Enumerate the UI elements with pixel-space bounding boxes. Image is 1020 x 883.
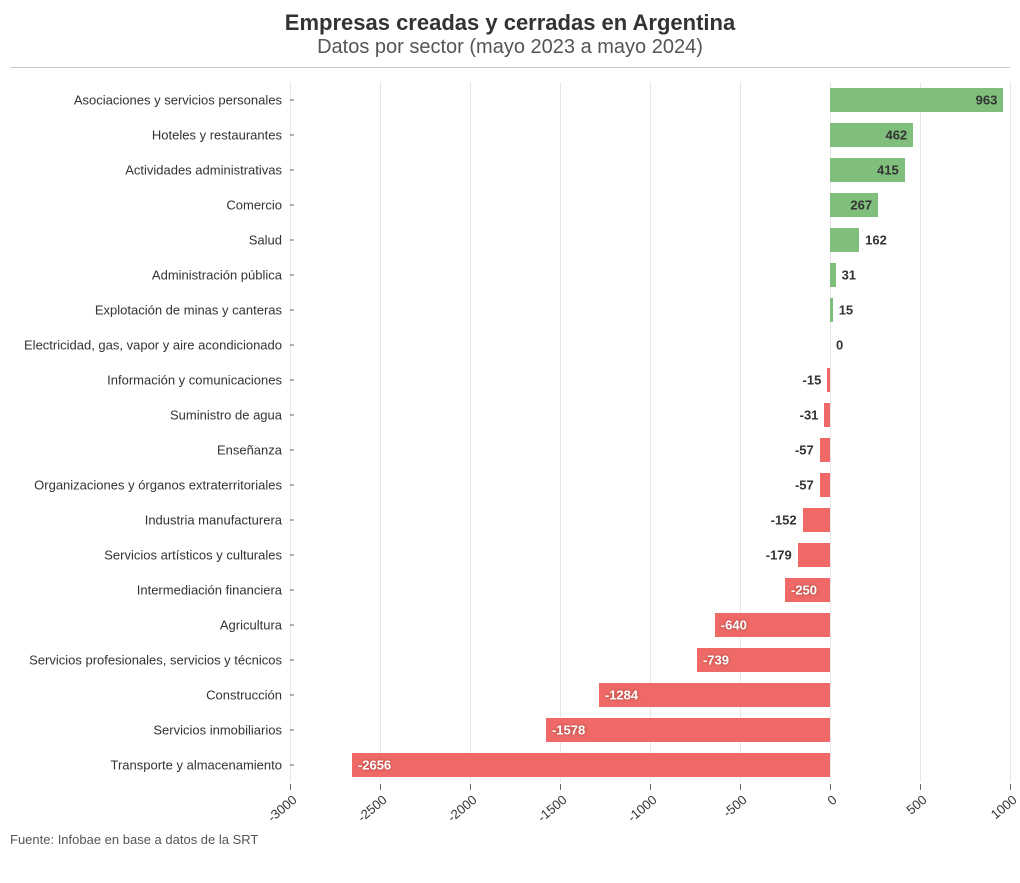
data-row: Transporte y almacenamiento -2656 [10, 747, 1010, 782]
category-label: Agricultura [10, 617, 290, 632]
x-tick-label: 1000 [988, 792, 1020, 822]
value-label: 462 [885, 127, 913, 142]
value-label: -57 [795, 477, 814, 492]
data-row: Enseñanza -57 [10, 432, 1010, 467]
category-label: Intermediación financiera [10, 582, 290, 597]
bar [827, 368, 830, 392]
data-row: Construcción -1284 [10, 677, 1010, 712]
data-row: Agricultura -640 [10, 607, 1010, 642]
value-label: -739 [703, 652, 729, 667]
data-row: Asociaciones y servicios personales 963 [10, 82, 1010, 117]
x-axis: -3000-2500-2000-1500-1000-50005001000 [10, 788, 1010, 828]
category-label: Comercio [10, 197, 290, 212]
value-label: -1578 [552, 722, 585, 737]
category-label: Servicios profesionales, servicios y téc… [10, 652, 290, 667]
category-label: Construcción [10, 687, 290, 702]
bar [803, 508, 830, 532]
chart-subtitle: Datos por sector (mayo 2023 a mayo 2024) [10, 36, 1010, 59]
x-tick-label: 0 [824, 792, 839, 808]
category-label: Actividades administrativas [10, 162, 290, 177]
data-row: Industria manufacturera -152 [10, 502, 1010, 537]
value-label: -2656 [358, 757, 391, 772]
category-label: Información y comunicaciones [10, 372, 290, 387]
x-tick-label: -1500 [535, 792, 570, 825]
bar [352, 753, 830, 777]
value-label: 415 [877, 162, 905, 177]
category-label: Administración pública [10, 267, 290, 282]
category-label: Asociaciones y servicios personales [10, 92, 290, 107]
x-tick-label: -2500 [355, 792, 390, 825]
data-row: Organizaciones y órganos extraterritoria… [10, 467, 1010, 502]
value-label: -57 [795, 442, 814, 457]
data-row: Servicios profesionales, servicios y téc… [10, 642, 1010, 677]
bar [546, 718, 830, 742]
bar [824, 403, 830, 427]
value-label: -179 [766, 547, 792, 562]
data-row: Servicios inmobiliarios -1578 [10, 712, 1010, 747]
x-tick-label: -500 [720, 792, 750, 820]
data-row: Explotación de minas y canteras 15 [10, 292, 1010, 327]
category-label: Electricidad, gas, vapor y aire acondici… [10, 337, 290, 352]
chart-title: Empresas creadas y cerradas en Argentina [10, 10, 1010, 36]
data-row: Intermediación financiera -250 [10, 572, 1010, 607]
value-label: 162 [865, 232, 887, 247]
value-label: -152 [771, 512, 797, 527]
source-text: Fuente: Infobae en base a datos de la SR… [10, 832, 1010, 847]
data-row: Servicios artísticos y culturales -179 [10, 537, 1010, 572]
data-row: Electricidad, gas, vapor y aire acondici… [10, 327, 1010, 362]
data-row: Administración pública 31 [10, 257, 1010, 292]
value-label: -640 [721, 617, 747, 632]
bar [798, 543, 830, 567]
data-row: Información y comunicaciones -15 [10, 362, 1010, 397]
x-tick-label: 500 [903, 792, 929, 817]
value-label: -15 [803, 372, 822, 387]
rows-container: Asociaciones y servicios personales 963 Ho… [10, 82, 1010, 782]
value-label: 0 [836, 337, 843, 352]
category-label: Enseñanza [10, 442, 290, 457]
category-label: Hoteles y restaurantes [10, 127, 290, 142]
value-label: 31 [842, 267, 856, 282]
bar [830, 298, 833, 322]
x-tick-label: -2000 [445, 792, 480, 825]
data-row: Hoteles y restaurantes 462 [10, 117, 1010, 152]
value-label: -250 [791, 582, 817, 597]
category-label: Servicios inmobiliarios [10, 722, 290, 737]
category-label: Transporte y almacenamiento [10, 757, 290, 772]
x-tick-label: -3000 [265, 792, 300, 825]
plot: Asociaciones y servicios personales 963 Ho… [10, 82, 1010, 828]
x-tick-label: -1000 [625, 792, 660, 825]
gridline [1010, 82, 1011, 782]
value-label: 963 [976, 92, 1004, 107]
category-label: Servicios artísticos y culturales [10, 547, 290, 562]
category-label: Organizaciones y órganos extraterritoria… [10, 477, 290, 492]
title-divider [10, 67, 1010, 68]
category-label: Salud [10, 232, 290, 247]
value-label: -31 [800, 407, 819, 422]
data-row: Suministro de agua -31 [10, 397, 1010, 432]
bar [820, 473, 830, 497]
value-label: 15 [839, 302, 853, 317]
chart-container: Empresas creadas y cerradas en Argentina… [0, 0, 1020, 857]
bar [830, 228, 859, 252]
data-row: Actividades administrativas 415 [10, 152, 1010, 187]
category-label: Industria manufacturera [10, 512, 290, 527]
category-label: Suministro de agua [10, 407, 290, 422]
data-row: Salud 162 [10, 222, 1010, 257]
value-label: 267 [850, 197, 878, 212]
bar [830, 263, 836, 287]
category-label: Explotación de minas y canteras [10, 302, 290, 317]
bar [820, 438, 830, 462]
value-label: -1284 [605, 687, 638, 702]
data-row: Comercio 267 [10, 187, 1010, 222]
